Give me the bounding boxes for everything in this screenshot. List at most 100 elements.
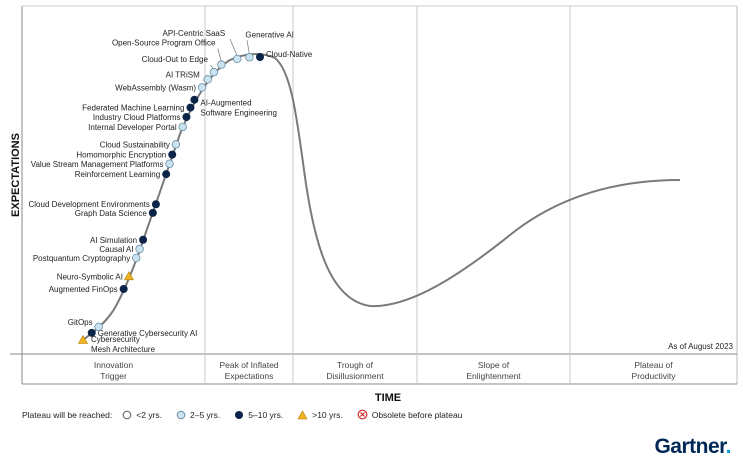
point-label: Causal AI: [99, 245, 133, 254]
technology-point: WebAssembly (Wasm): [115, 83, 207, 92]
as-of-note: As of August 2023: [668, 342, 733, 351]
phase-label: Peak of Inflated Expectations: [219, 360, 278, 381]
phase-label: Innovation Trigger: [94, 360, 133, 381]
technology-point: Generative Cybersecurity AI: [87, 328, 198, 338]
technology-point: GitOps: [68, 318, 103, 332]
light-blue-circle-marker: [203, 75, 212, 84]
navy-circle-marker: [256, 53, 264, 61]
obsolete-x-icon: [357, 409, 368, 420]
technology-point: Open-Source Program Office: [112, 39, 226, 69]
legend-title: Plateau will be reached:: [22, 409, 113, 420]
technology-point: Reinforcement Learning: [75, 170, 171, 179]
technology-point: Cloud-Out to Edge: [142, 55, 219, 77]
triangle-marker: [123, 271, 134, 281]
technology-point: Neuro-Symbolic AI: [57, 271, 134, 281]
legend-item-gt10: >10 yrs.: [297, 409, 343, 420]
phase-label: Plateau of Productivity: [632, 360, 677, 381]
legend-label: >10 yrs.: [312, 409, 343, 420]
legend-label: <2 yrs.: [136, 409, 163, 420]
point-label: Reinforcement Learning: [75, 170, 160, 179]
point-label: Federated Machine Learning: [82, 104, 184, 113]
point-label: Augmented FinOps: [49, 285, 118, 294]
phase-label: Trough of Disillusionment: [326, 360, 384, 381]
technology-point: Internal Developer Portal: [88, 122, 187, 132]
point-label: Postquantum Cryptography: [33, 254, 130, 263]
technology-point: AI Simulation: [90, 235, 148, 245]
point-label: Generative AI: [245, 30, 293, 39]
light-blue-circle-marker: [245, 53, 254, 62]
technology-point: Industry Cloud Platforms: [93, 113, 191, 122]
technology-point: Generative AI: [245, 30, 294, 62]
point-label: WebAssembly (Wasm): [115, 83, 196, 92]
legend-item-lt2: <2 yrs.: [122, 410, 162, 420]
light-blue-circle-marker: [197, 83, 207, 92]
x-axis-label: TIME: [375, 392, 401, 404]
legend-label: 5–10 yrs.: [248, 409, 284, 420]
point-label: AI-Augmented Software Engineering: [200, 99, 277, 118]
phase-label: Slope of Enlightenment: [466, 360, 521, 381]
point-label: Generative Cybersecurity AI: [98, 329, 198, 338]
light-blue-circle-marker: [178, 122, 187, 132]
legend-label: Obsolete before plateau: [371, 409, 463, 420]
light-blue-circle-marker: [132, 253, 141, 263]
navy-circle-marker: [182, 113, 191, 122]
light-blue-circle-marker: [217, 60, 226, 69]
brand-dot: .: [725, 435, 732, 458]
empty-circle-icon: [122, 410, 132, 419]
triangle-marker: [77, 334, 89, 344]
technology-point: Cloud-Native: [256, 50, 313, 61]
technology-point: Postquantum Cryptography: [33, 253, 141, 263]
point-label: API-Centric SaaS: [163, 29, 226, 38]
legend-item-2to5: 2–5 yrs.: [176, 410, 220, 420]
legend-label: 2–5 yrs.: [190, 409, 221, 420]
technology-point: Value Stream Management Platforms: [31, 159, 174, 169]
leader-line: [217, 48, 222, 62]
legend-item-5to10: 5–10 yrs.: [234, 410, 283, 420]
technology-point: API-Centric SaaS: [163, 29, 242, 64]
point-label: Cloud Sustainability: [100, 140, 170, 149]
navy-circle-marker: [186, 103, 195, 112]
light-blue-circle-marker: [233, 54, 242, 64]
technology-point: AI-Augmented Software Engineering: [190, 95, 277, 118]
navy-circle-icon: [235, 410, 244, 419]
point-label: Cybersecurity Mesh Architecture: [91, 335, 156, 354]
technology-point: Homomorphic Encryption: [76, 150, 177, 160]
point-label: Internal Developer Portal: [88, 123, 177, 132]
hype-curve: [82, 53, 681, 341]
point-label: Cloud-Out to Edge: [142, 55, 209, 64]
light-blue-circle-marker: [165, 159, 174, 168]
navy-circle-marker: [139, 235, 148, 244]
point-label: Industry Cloud Platforms: [93, 113, 181, 122]
leader-line: [246, 40, 250, 55]
navy-circle-marker: [119, 284, 128, 293]
legend: Plateau will be reached: <2 yrs. 2–5 yrs…: [22, 409, 468, 420]
light-blue-circle-marker: [209, 67, 219, 77]
legend-item-obsolete: Obsolete before plateau: [357, 409, 463, 420]
point-label: Homomorphic Encryption: [76, 151, 166, 160]
point-label: AI TRiSM: [166, 70, 200, 79]
leader-line: [229, 38, 238, 57]
light-blue-circle-marker: [94, 322, 103, 332]
technology-point: Graph Data Science: [75, 208, 157, 218]
light-blue-circle-icon: [176, 410, 186, 419]
technology-point: Cloud Sustainability: [100, 140, 181, 149]
triangle-icon: [297, 409, 308, 419]
technology-point: Augmented FinOps: [49, 284, 128, 294]
navy-circle-marker: [168, 150, 177, 159]
point-label: GitOps: [68, 318, 93, 327]
point-label: Graph Data Science: [75, 209, 148, 218]
technology-point: AI TRiSM: [166, 70, 212, 84]
chart-frame: [10, 5, 738, 385]
technology-point: Cloud Development Environments: [29, 200, 160, 209]
navy-circle-marker: [148, 208, 157, 217]
point-label: Value Stream Management Platforms: [31, 160, 164, 169]
technology-point: Causal AI: [99, 244, 144, 254]
light-blue-circle-marker: [171, 140, 181, 149]
point-label: Neuro-Symbolic AI: [57, 272, 123, 281]
navy-circle-marker: [162, 170, 171, 179]
gartner-logo: Gartner.: [654, 435, 731, 459]
point-label: AI Simulation: [90, 236, 137, 245]
point-label: Cloud Development Environments: [29, 200, 150, 209]
technology-point: Cybersecurity Mesh Architecture: [77, 334, 156, 354]
